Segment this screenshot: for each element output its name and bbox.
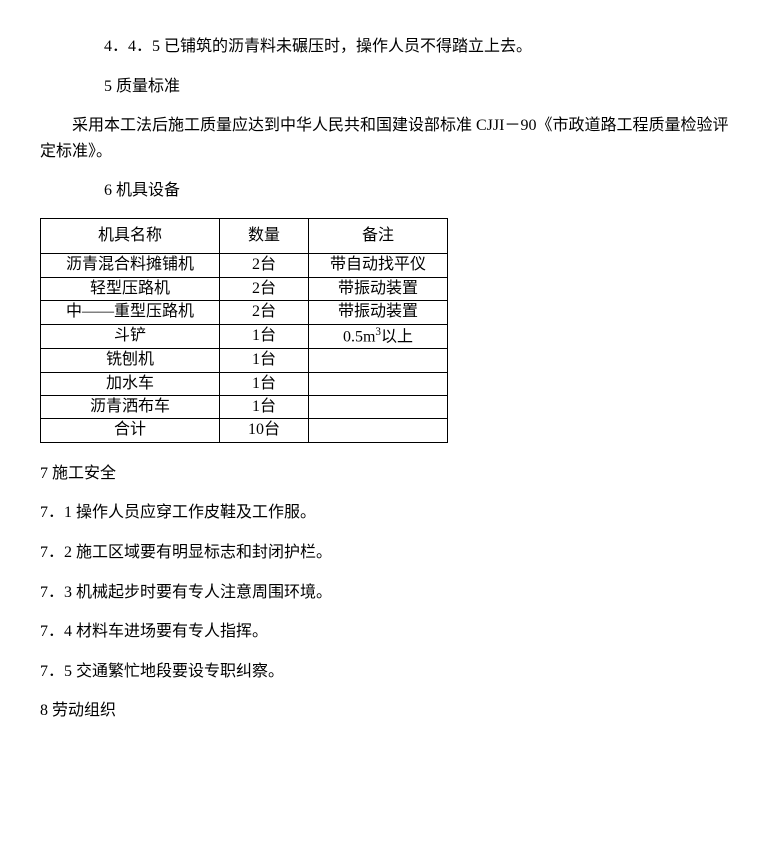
th-name: 机具名称 xyxy=(41,218,220,253)
para-5-body: 采用本工法后施工质量应达到中华人民共和国建设部标准 CJJI－90《市政道路工程… xyxy=(40,113,744,164)
cell-qty: 1台 xyxy=(220,396,309,419)
equipment-tbody: 沥青混合料摊铺机2台带自动找平仪轻型压路机2台带振动装置中——重型压路机2台带振… xyxy=(41,254,448,442)
cell-name: 铣刨机 xyxy=(41,349,220,372)
cell-note xyxy=(309,396,448,419)
cell-qty: 2台 xyxy=(220,254,309,277)
cell-note: 带自动找平仪 xyxy=(309,254,448,277)
table-row: 斗铲1台0.5m3以上 xyxy=(41,324,448,349)
cell-note: 带振动装置 xyxy=(309,301,448,324)
heading-8: 8 劳动组织 xyxy=(40,698,744,724)
table-row: 合计10台 xyxy=(41,419,448,442)
cell-name: 斗铲 xyxy=(41,324,220,349)
cell-note xyxy=(309,419,448,442)
cell-note: 带振动装置 xyxy=(309,277,448,300)
cell-note xyxy=(309,349,448,372)
para-7-4: 7．4 材料车进场要有专人指挥。 xyxy=(40,619,744,645)
table-row: 轻型压路机2台带振动装置 xyxy=(41,277,448,300)
cell-qty: 10台 xyxy=(220,419,309,442)
cell-note: 0.5m3以上 xyxy=(309,324,448,349)
cell-name: 合计 xyxy=(41,419,220,442)
cell-qty: 1台 xyxy=(220,324,309,349)
cell-name: 轻型压路机 xyxy=(41,277,220,300)
table-row: 中——重型压路机2台带振动装置 xyxy=(41,301,448,324)
table-row: 沥青混合料摊铺机2台带自动找平仪 xyxy=(41,254,448,277)
th-qty: 数量 xyxy=(220,218,309,253)
cell-note xyxy=(309,372,448,395)
para-7-1: 7．1 操作人员应穿工作皮鞋及工作服。 xyxy=(40,500,744,526)
para-4-4-5: 4．4．5 已铺筑的沥青料未碾压时，操作人员不得踏立上去。 xyxy=(40,34,744,60)
table-row: 铣刨机1台 xyxy=(41,349,448,372)
heading-5: 5 质量标准 xyxy=(40,74,744,100)
table-header-row: 机具名称 数量 备注 xyxy=(41,218,448,253)
para-7-2: 7．2 施工区域要有明显标志和封闭护栏。 xyxy=(40,540,744,566)
cell-qty: 2台 xyxy=(220,277,309,300)
cell-qty: 1台 xyxy=(220,349,309,372)
table-row: 加水车1台 xyxy=(41,372,448,395)
cell-name: 中——重型压路机 xyxy=(41,301,220,324)
para-7-5: 7．5 交通繁忙地段要设专职纠察。 xyxy=(40,659,744,685)
th-note: 备注 xyxy=(309,218,448,253)
cell-name: 加水车 xyxy=(41,372,220,395)
table-row: 沥青洒布车1台 xyxy=(41,396,448,419)
cell-qty: 2台 xyxy=(220,301,309,324)
heading-6: 6 机具设备 xyxy=(40,178,744,204)
cell-name: 沥青混合料摊铺机 xyxy=(41,254,220,277)
heading-7: 7 施工安全 xyxy=(40,461,744,487)
cell-name: 沥青洒布车 xyxy=(41,396,220,419)
equipment-table: 机具名称 数量 备注 沥青混合料摊铺机2台带自动找平仪轻型压路机2台带振动装置中… xyxy=(40,218,448,443)
cell-qty: 1台 xyxy=(220,372,309,395)
para-7-3: 7．3 机械起步时要有专人注意周围环境。 xyxy=(40,580,744,606)
